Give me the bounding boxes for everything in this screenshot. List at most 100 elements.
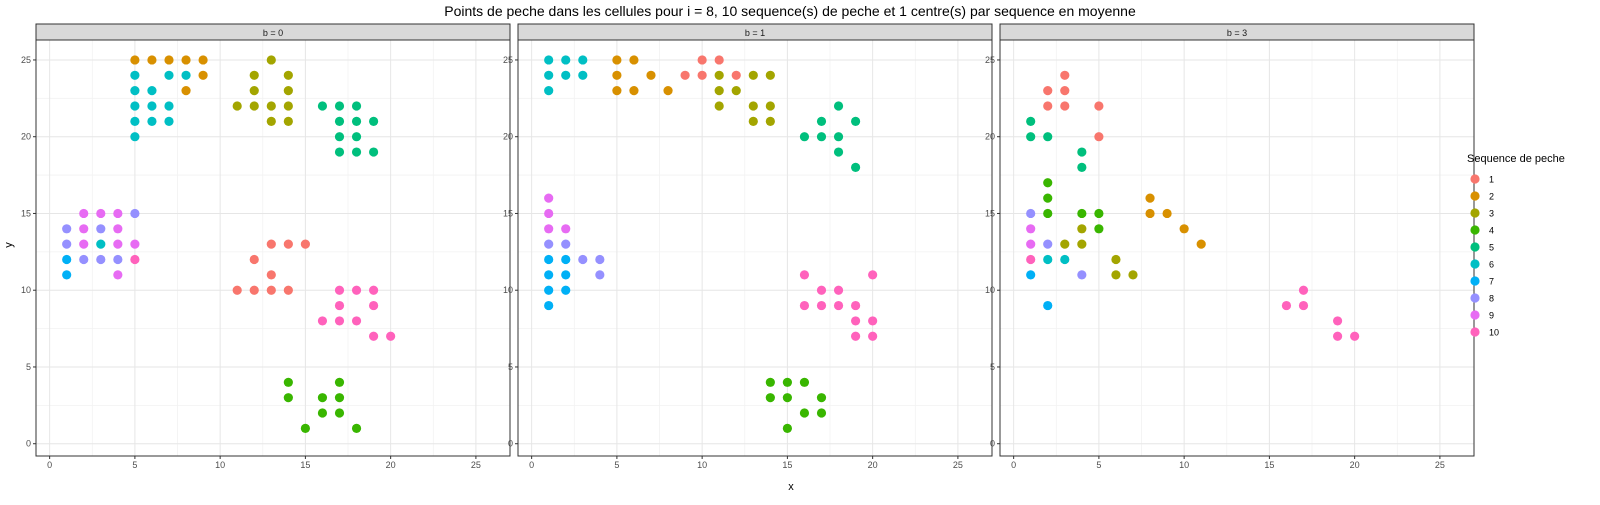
data-point-seq-4 [283, 377, 293, 387]
panel-border [517, 39, 993, 457]
data-point-seq-10 [368, 331, 379, 341]
data-point-seq-5 [351, 132, 362, 142]
data-point-seq-8 [595, 254, 605, 265]
data-point-seq-6 [164, 116, 174, 126]
legend-label: 8 [1489, 294, 1494, 304]
legend-item: 2 [1470, 191, 1494, 202]
data-point-seq-9 [561, 224, 571, 234]
data-point-seq-6 [164, 70, 174, 80]
data-point-seq-5 [833, 132, 844, 142]
data-point-seq-9 [1026, 224, 1036, 234]
data-point-seq-8 [595, 270, 605, 280]
legend-item: 5 [1470, 242, 1494, 253]
data-point-seq-1 [1094, 101, 1104, 111]
data-point-seq-3 [249, 70, 259, 80]
data-point-seq-3 [249, 86, 259, 96]
data-point-seq-2 [646, 70, 656, 80]
data-point-seq-8 [544, 239, 554, 249]
data-point-seq-10 [1298, 285, 1309, 295]
y-tick-label: 20 [503, 132, 513, 142]
data-point-seq-10 [351, 316, 362, 326]
y-tick-label: 0 [26, 439, 31, 449]
data-point-seq-4 [1094, 208, 1104, 219]
data-point-seq-10 [368, 300, 379, 311]
data-point-seq-1 [266, 270, 276, 280]
data-point-seq-3 [1060, 239, 1070, 249]
y-tick-label: 10 [21, 285, 31, 295]
data-point-seq-4 [334, 408, 345, 418]
legend-label: 3 [1489, 209, 1494, 219]
data-point-seq-3 [1077, 239, 1087, 249]
data-point-seq-5 [850, 116, 861, 126]
legend-key [1470, 310, 1480, 320]
data-point-seq-9 [544, 193, 554, 203]
legend-label: 10 [1489, 328, 1499, 338]
panel-background [1000, 40, 1474, 456]
data-point-seq-5 [334, 101, 345, 111]
data-point-seq-7 [561, 254, 571, 265]
legend-item: 7 [1470, 276, 1494, 287]
data-point-seq-2 [198, 70, 208, 80]
data-point-seq-1 [283, 285, 293, 295]
data-point-seq-10 [1332, 316, 1343, 326]
data-point-seq-8 [96, 224, 106, 234]
data-point-seq-1 [697, 55, 707, 65]
data-point-seq-4 [782, 393, 792, 403]
data-point-seq-3 [731, 86, 741, 96]
data-point-seq-4 [816, 393, 827, 403]
data-point-seq-10 [1350, 331, 1360, 341]
data-point-seq-6 [130, 70, 140, 80]
data-point-seq-4 [799, 408, 810, 418]
data-point-seq-8 [578, 254, 588, 265]
data-point-seq-5 [1026, 132, 1036, 142]
data-point-seq-1 [249, 285, 259, 295]
data-point-seq-8 [96, 254, 106, 265]
data-point-seq-10 [868, 270, 878, 280]
data-point-seq-6 [1060, 254, 1070, 265]
legend-key [1470, 242, 1480, 252]
data-point-seq-7 [1026, 270, 1036, 280]
data-point-seq-3 [765, 70, 775, 80]
x-tick-label: 25 [471, 460, 481, 470]
data-point-seq-9 [113, 239, 123, 249]
data-point-seq-1 [1060, 101, 1070, 111]
data-point-seq-4 [317, 408, 328, 418]
legend-item: 8 [1470, 293, 1494, 304]
data-point-seq-4 [334, 393, 345, 403]
facet-panels: b = 0 0 5 10 15 20 25 0 5 10 15 20 25 b = 1 0 5 10 15 20 25… [21, 23, 1475, 470]
data-point-seq-8 [561, 239, 571, 249]
y-tick-label: 10 [503, 285, 513, 295]
data-point-seq-2 [612, 86, 622, 96]
data-point-seq-4 [1043, 178, 1053, 188]
data-point-seq-5 [334, 147, 345, 157]
facet-panel: b = 3 0 5 10 15 20 25 0 5 10 15 20 25 [985, 23, 1475, 470]
x-tick-label: 0 [1011, 460, 1016, 470]
data-point-seq-6 [544, 86, 554, 96]
data-point-seq-9 [113, 224, 123, 234]
data-point-seq-2 [629, 55, 639, 65]
data-point-seq-7 [544, 300, 554, 311]
data-point-seq-10 [1332, 331, 1343, 341]
x-tick-label: 20 [868, 460, 878, 470]
panel-border [35, 39, 511, 457]
data-point-seq-1 [1043, 101, 1053, 111]
data-point-seq-1 [731, 70, 741, 80]
data-point-seq-10 [334, 316, 345, 326]
legend-key [1470, 174, 1480, 184]
data-point-seq-6 [147, 101, 157, 111]
data-point-seq-1 [266, 285, 276, 295]
data-point-seq-8 [130, 208, 140, 219]
data-point-seq-5 [1077, 147, 1087, 157]
data-point-seq-5 [850, 162, 861, 173]
data-point-seq-9 [79, 208, 89, 219]
data-point-seq-5 [351, 147, 362, 157]
data-point-seq-3 [283, 70, 293, 80]
data-point-seq-1 [232, 285, 242, 295]
data-point-seq-9 [96, 208, 106, 219]
data-point-seq-10 [833, 285, 844, 295]
facet-strip-label: b = 0 [263, 28, 283, 38]
data-point-seq-3 [283, 116, 293, 126]
data-point-seq-2 [629, 86, 639, 96]
y-tick-label: 25 [21, 55, 31, 65]
